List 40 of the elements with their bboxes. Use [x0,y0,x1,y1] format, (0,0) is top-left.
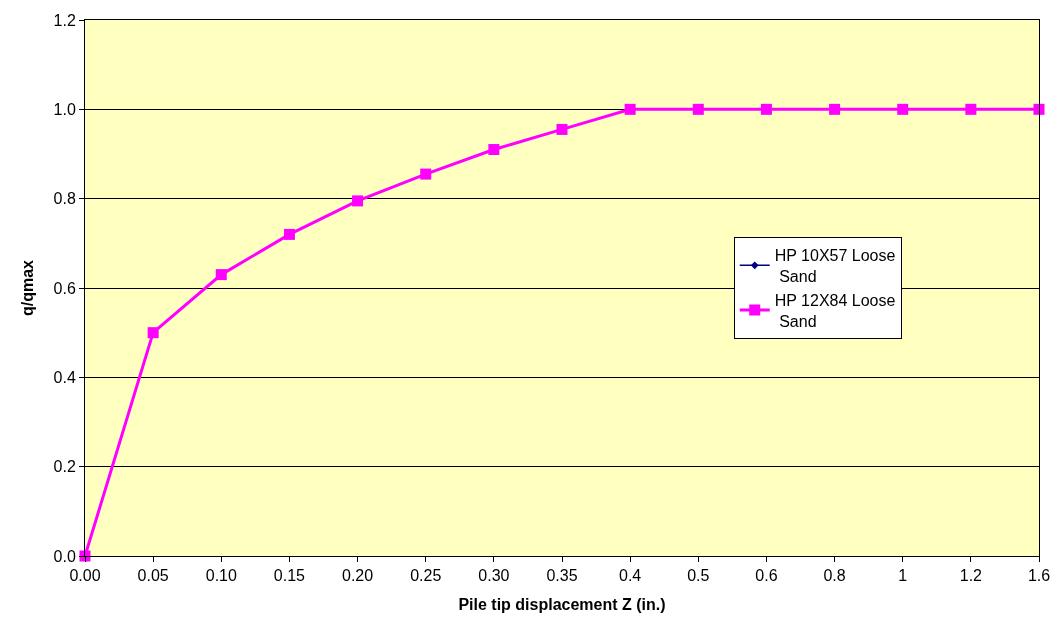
x-tick-label: 1.2 [959,567,983,585]
x-tick-label: 0.10 [205,567,237,585]
y-tick-label: 0.8 [53,190,76,208]
point [897,103,909,115]
legend-label: HP 12X84 Loose Sand [774,291,896,330]
point [283,228,295,240]
x-tick-label: 0.5 [687,567,710,585]
point [1033,103,1045,115]
point [556,123,568,135]
x-tick-label: 0.00 [69,567,101,585]
x-tick-label: 1.6 [1027,567,1051,585]
x-tick-label: 0.6 [755,567,778,585]
y-tick-label: 0.4 [53,368,76,386]
y-tick-label: 0.6 [53,279,76,297]
point [965,103,977,115]
x-tick-label: 0.15 [273,567,306,585]
point [488,144,500,156]
x-tick-label: 0.4 [619,567,642,585]
point [215,269,227,281]
point [760,103,772,115]
point [420,168,432,180]
point [829,103,841,115]
x-tick-label: 0.35 [546,567,578,585]
y-tick-label: 0.0 [53,547,76,565]
point [692,103,704,115]
x-tick-label: 0.05 [137,567,169,585]
y-tick-label: 1.2 [53,11,76,29]
x-axis-title: Pile tip displacement Z (in.) [458,595,666,613]
point [624,103,636,115]
y-tick-label: 0.2 [53,458,76,476]
point [147,327,159,339]
y-tick-label: 1.0 [53,100,76,118]
x-tick-label: 1 [898,567,908,585]
point [352,195,364,207]
x-tick-label: 0.30 [478,567,510,585]
x-tick-label: 0.25 [410,567,442,585]
x-tick-label: 0.8 [823,567,846,585]
x-tick-label: 0.20 [342,567,374,585]
legend-label: HP 10X57 Loose Sand [774,247,896,285]
y-axis-title: q/qmax [19,259,37,317]
